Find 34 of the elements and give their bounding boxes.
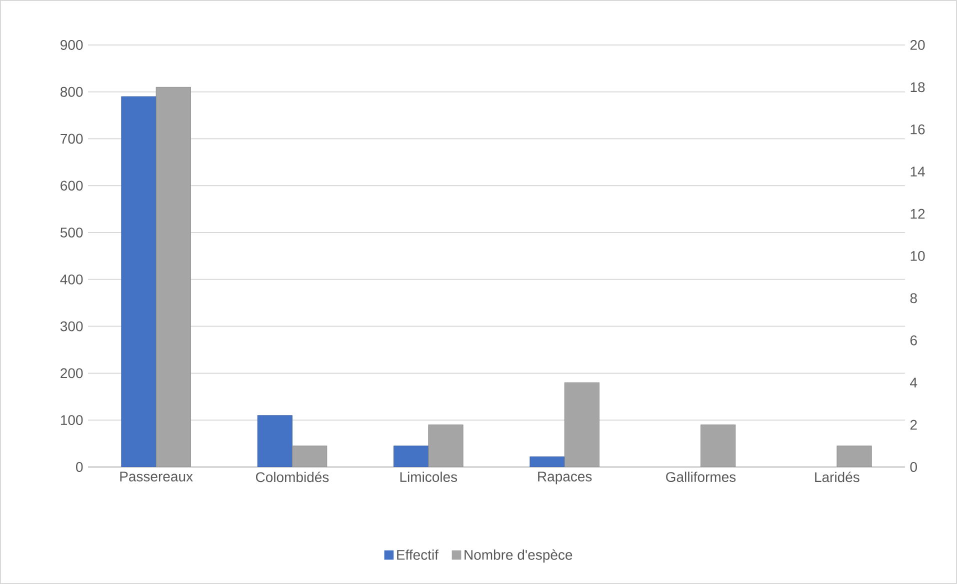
- bar: [564, 382, 600, 467]
- y-tick-label: 700: [60, 134, 83, 144]
- legend-label: Effectif: [397, 550, 439, 560]
- y2-tick-label: 12: [910, 208, 925, 219]
- y-tick-label: 800: [60, 86, 83, 97]
- y-tick-label: 600: [60, 180, 83, 191]
- x-tick-label: Laridés: [815, 472, 860, 482]
- y-tick-label: 200: [60, 368, 83, 378]
- y2-tick-label: 10: [910, 251, 925, 261]
- y-tick-label: 900: [60, 40, 83, 50]
- y-tick-label: 100: [60, 415, 83, 426]
- bar: [700, 424, 736, 467]
- y2-tick-label: 20: [910, 40, 925, 50]
- x-tick-label: Limicoles: [400, 472, 458, 482]
- y-tick-label: 400: [60, 274, 83, 284]
- x-tick-label: Passereaux: [120, 472, 193, 482]
- bar: [257, 415, 292, 467]
- y2-tick-label: 6: [910, 335, 917, 346]
- y2-tick-label: 16: [910, 124, 925, 134]
- bar: [836, 446, 872, 467]
- y-tick-label: 300: [60, 321, 83, 332]
- y2-tick-label: 2: [910, 420, 917, 430]
- legend-label: Nombre d'espèce: [464, 549, 572, 563]
- x-tick-label: Galliformes: [666, 472, 736, 482]
- y-tick-label: 500: [60, 228, 83, 238]
- y2-tick-label: 8: [910, 293, 917, 304]
- y-tick-label: 0: [76, 462, 83, 472]
- y2-tick-label: 0: [910, 462, 917, 472]
- y2-tick-label: 4: [910, 378, 918, 388]
- y2-tick-label: 14: [910, 166, 925, 176]
- y2-tick-label: 18: [910, 82, 925, 92]
- x-tick-label: Colombidés: [256, 472, 329, 482]
- x-tick-label: Rapaces: [538, 472, 592, 484]
- bar: [530, 456, 565, 467]
